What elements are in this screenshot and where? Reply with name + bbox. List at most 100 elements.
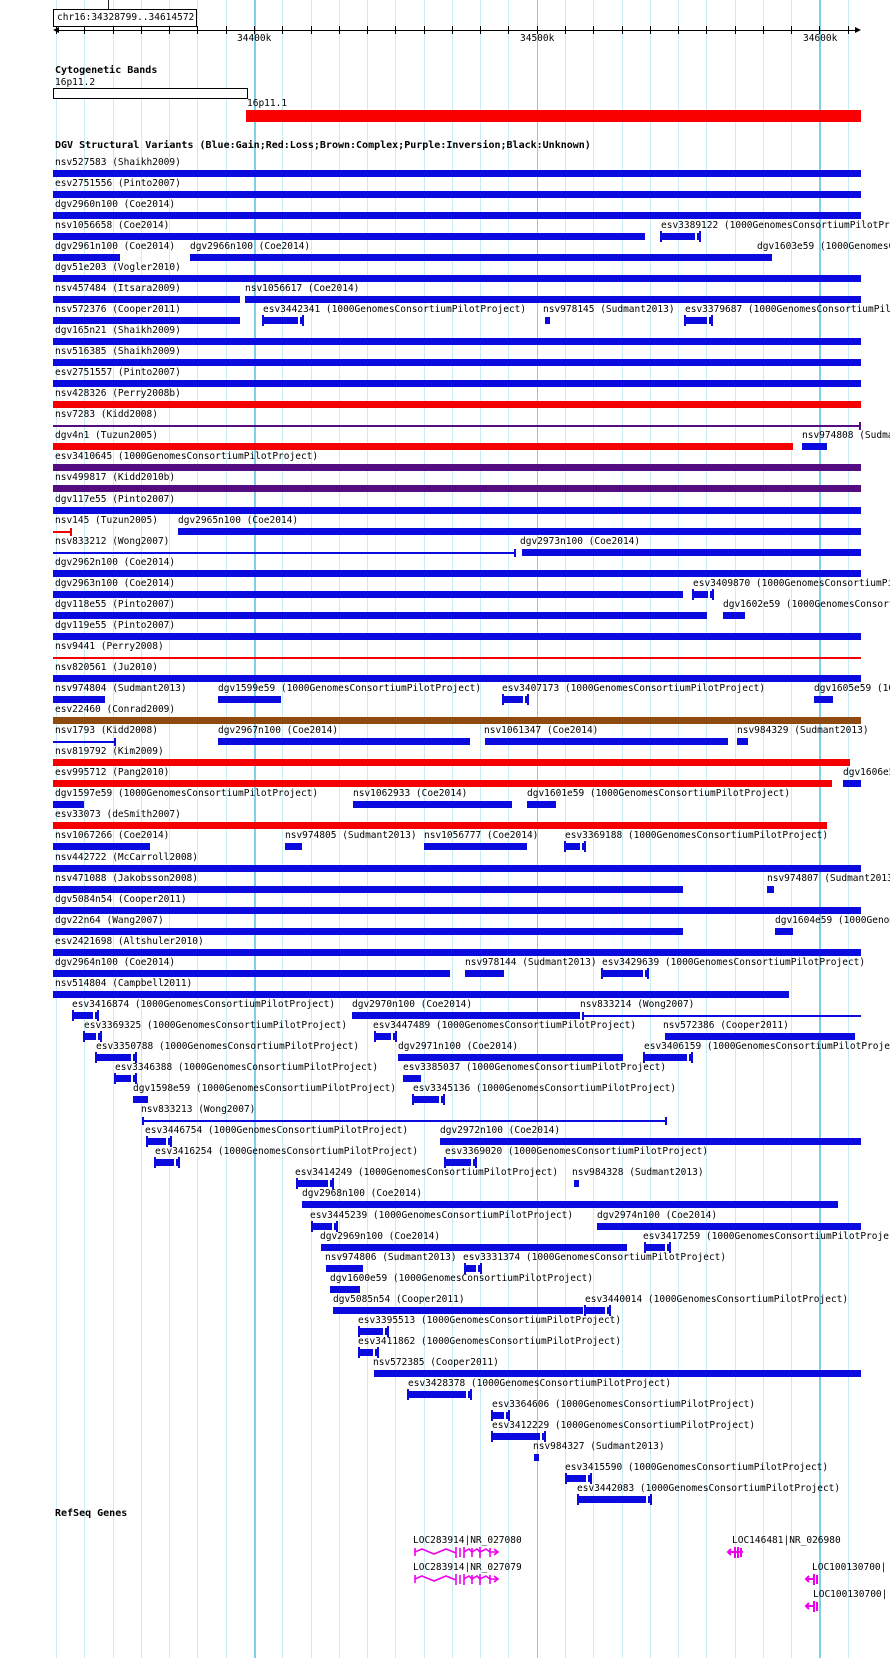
gene-glyph[interactable]	[414, 1573, 506, 1587]
variant-bar[interactable]	[330, 1286, 360, 1293]
variant-bar[interactable]	[96, 1054, 136, 1061]
variant-bar[interactable]	[53, 591, 683, 598]
variant-thin-line[interactable]	[53, 657, 861, 659]
variant-bar[interactable]	[574, 1180, 579, 1187]
variant-bar[interactable]	[545, 317, 550, 324]
variant-bar[interactable]	[403, 1075, 421, 1082]
gene-glyph[interactable]	[804, 1573, 828, 1587]
variant-bar[interactable]	[133, 1096, 148, 1103]
variant-bar[interactable]	[53, 464, 861, 471]
variant-bar[interactable]	[398, 1054, 623, 1061]
variant-bar[interactable]	[565, 843, 585, 850]
variant-bar[interactable]	[814, 696, 833, 703]
variant-bar[interactable]	[321, 1244, 627, 1251]
variant-bar[interactable]	[53, 780, 832, 787]
gene-glyph[interactable]	[726, 1546, 755, 1560]
variant-bar[interactable]	[359, 1328, 388, 1335]
variant-thin-line[interactable]	[582, 1015, 861, 1017]
variant-bar[interactable]	[53, 359, 861, 366]
variant-bar[interactable]	[53, 822, 827, 829]
variant-bar[interactable]	[767, 886, 774, 893]
variant-bar[interactable]	[408, 1391, 471, 1398]
variant-thin-line[interactable]	[53, 531, 72, 533]
variant-bar[interactable]	[53, 970, 450, 977]
variant-bar[interactable]	[53, 928, 683, 935]
variant-bar[interactable]	[53, 507, 861, 514]
cytoband-16p11.1[interactable]	[246, 110, 861, 122]
variant-bar[interactable]	[53, 401, 861, 408]
variant-bar[interactable]	[53, 696, 105, 703]
variant-bar[interactable]	[53, 843, 150, 850]
variant-bar[interactable]	[190, 254, 755, 261]
variant-bar[interactable]	[534, 1454, 539, 1461]
variant-bar[interactable]	[218, 738, 470, 745]
variant-bar[interactable]	[53, 865, 861, 872]
variant-bar[interactable]	[685, 317, 712, 324]
variant-bar[interactable]	[465, 970, 504, 977]
variant-bar[interactable]	[503, 696, 528, 703]
variant-bar[interactable]	[566, 1475, 591, 1482]
variant-bar[interactable]	[302, 1201, 838, 1208]
variant-bar[interactable]	[527, 801, 556, 808]
variant-bar[interactable]	[53, 233, 645, 240]
variant-bar[interactable]	[53, 317, 240, 324]
variant-bar[interactable]	[53, 633, 861, 640]
variant-bar[interactable]	[53, 212, 861, 219]
variant-bar[interactable]	[737, 738, 748, 745]
variant-bar[interactable]	[723, 612, 745, 619]
variant-bar[interactable]	[297, 1180, 333, 1187]
variant-thin-line[interactable]	[53, 552, 516, 554]
variant-bar[interactable]	[353, 801, 512, 808]
gene-glyph[interactable]	[804, 1600, 830, 1614]
variant-bar[interactable]	[285, 843, 302, 850]
variant-bar[interactable]	[424, 843, 527, 850]
variant-bar[interactable]	[53, 570, 861, 577]
variant-bar[interactable]	[147, 1138, 171, 1145]
variant-bar[interactable]	[644, 1054, 692, 1061]
variant-bar[interactable]	[492, 1412, 509, 1419]
variant-bar[interactable]	[578, 1496, 651, 1503]
variant-bar[interactable]	[53, 991, 789, 998]
variant-bar[interactable]	[53, 254, 120, 261]
variant-bar[interactable]	[115, 1075, 136, 1082]
variant-bar[interactable]	[218, 696, 281, 703]
variant-bar[interactable]	[645, 1244, 670, 1251]
variant-bar[interactable]	[802, 443, 827, 450]
variant-bar[interactable]	[53, 886, 683, 893]
variant-bar[interactable]	[53, 675, 861, 682]
variant-bar[interactable]	[522, 549, 861, 556]
variant-bar[interactable]	[53, 485, 861, 492]
variant-bar[interactable]	[53, 949, 861, 956]
variant-bar[interactable]	[359, 1349, 378, 1356]
variant-bar[interactable]	[485, 738, 728, 745]
variant-bar[interactable]	[597, 1223, 861, 1230]
variant-bar[interactable]	[375, 1033, 396, 1040]
variant-bar[interactable]	[312, 1223, 337, 1230]
variant-bar[interactable]	[84, 1033, 101, 1040]
variant-bar[interactable]	[73, 1012, 98, 1019]
cytoband-16p11.2[interactable]	[53, 88, 248, 99]
variant-bar[interactable]	[693, 591, 713, 598]
variant-bar[interactable]	[53, 170, 861, 177]
variant-bar[interactable]	[53, 612, 707, 619]
variant-bar[interactable]	[245, 296, 861, 303]
variant-bar[interactable]	[492, 1433, 545, 1440]
variant-bar[interactable]	[445, 1159, 476, 1166]
variant-bar[interactable]	[413, 1096, 444, 1103]
gene-glyph[interactable]	[414, 1546, 506, 1560]
variant-bar[interactable]	[755, 254, 772, 261]
variant-bar[interactable]	[843, 780, 861, 787]
variant-bar[interactable]	[602, 970, 648, 977]
variant-bar[interactable]	[352, 1012, 580, 1019]
variant-bar[interactable]	[775, 928, 793, 935]
variant-bar[interactable]	[440, 1138, 861, 1145]
variant-bar[interactable]	[53, 275, 861, 282]
variant-bar[interactable]	[53, 338, 861, 345]
variant-bar[interactable]	[155, 1159, 179, 1166]
variant-bar[interactable]	[465, 1265, 481, 1272]
variant-bar[interactable]	[374, 1370, 861, 1377]
variant-bar[interactable]	[53, 380, 861, 387]
variant-bar[interactable]	[53, 801, 84, 808]
variant-bar[interactable]	[585, 1307, 610, 1314]
variant-bar[interactable]	[326, 1265, 363, 1272]
